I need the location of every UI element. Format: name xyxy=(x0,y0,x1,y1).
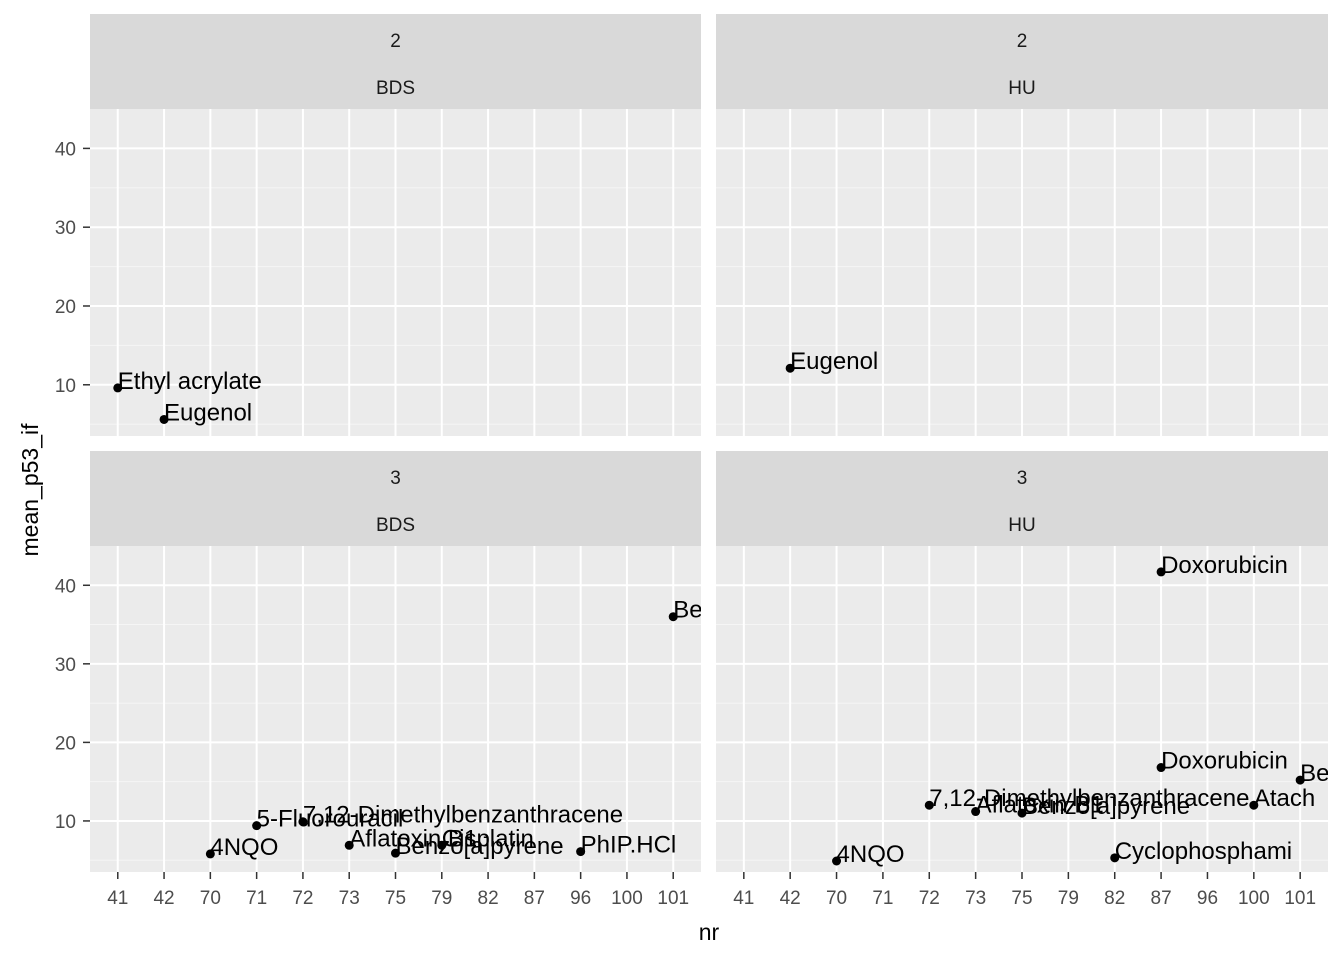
data-label: Aflatoxin B1 xyxy=(976,792,1104,819)
data-label: Eugenol xyxy=(164,399,252,426)
data-point xyxy=(159,414,169,424)
data-label: Doxorubicin xyxy=(1161,748,1288,775)
x-tick-label: 82 xyxy=(1104,888,1125,909)
strip-background xyxy=(716,14,1328,109)
data-point xyxy=(1156,567,1166,577)
x-tick-label: 82 xyxy=(478,888,499,909)
panel-marks-3-HU: 4NQO 7,12-DimethylbenzanthraceneAflatoxin… xyxy=(832,552,1329,868)
x-tick-label: 71 xyxy=(246,888,267,909)
data-point xyxy=(298,817,308,827)
data-label: Be xyxy=(1300,760,1329,787)
strip-label-col: BDS xyxy=(376,78,415,99)
strip-label-row: 2 xyxy=(390,31,401,52)
y-tick-label: 40 xyxy=(55,139,76,160)
panel-2-HU: 2 HU xyxy=(716,14,1328,436)
data-point xyxy=(668,612,678,622)
data-label: 5-Fluorouracil xyxy=(257,806,404,833)
data-label: PhIP.HCl xyxy=(581,832,677,859)
data-point xyxy=(1295,775,1305,785)
y-tick-label: 40 xyxy=(55,576,76,597)
strip-label-row: 2 xyxy=(1017,31,1028,52)
strip-background xyxy=(716,451,1328,546)
x-tick-label: 73 xyxy=(339,888,360,909)
strip-label-col: BDS xyxy=(376,515,415,536)
data-label: 7,12-Dimethylbenzanthracene xyxy=(303,802,623,829)
x-tick-label: 87 xyxy=(524,888,545,909)
data-point xyxy=(391,848,400,858)
strip-label-row: 3 xyxy=(1017,468,1028,489)
x-tick-label: 70 xyxy=(200,888,221,909)
data-point xyxy=(1249,800,1259,810)
data-label: 7,12-Dimethylbenzanthracene xyxy=(929,785,1249,812)
x-tick-label: 70 xyxy=(826,888,847,909)
x-tick-label: 100 xyxy=(611,888,643,909)
y-tick-label: 30 xyxy=(55,218,76,239)
x-tick-label: 75 xyxy=(385,888,406,909)
data-point xyxy=(971,807,981,817)
x-axis-title: nr xyxy=(699,919,720,945)
data-label: Doxorubicin xyxy=(1161,552,1288,579)
strip-background xyxy=(90,451,701,546)
x-tick-label: 96 xyxy=(1197,888,1218,909)
strip-label-row: 3 xyxy=(390,468,401,489)
data-label: Aflatoxin B1 xyxy=(349,825,477,852)
data-point xyxy=(252,821,262,831)
panel-marks-3-BDS: 4NQO5-Fluorouracil7,12-Dimethylbenzanthr… xyxy=(205,597,702,861)
data-point xyxy=(924,800,934,810)
x-tick-label: 72 xyxy=(292,888,313,909)
panel-marks-2-HU: Eugenol xyxy=(785,348,878,375)
y-tick-label: 20 xyxy=(55,733,76,754)
x-tick-label: 73 xyxy=(965,888,986,909)
x-tick-label: 101 xyxy=(657,888,689,909)
data-point xyxy=(437,840,447,850)
x-tick-label: 41 xyxy=(107,888,128,909)
strip-label-col: HU xyxy=(1008,515,1035,536)
data-point xyxy=(785,363,795,373)
panel-3-BDS: 3 BDS xyxy=(90,451,701,872)
y-tick-label: 10 xyxy=(55,812,76,833)
data-point xyxy=(1017,808,1027,818)
data-label: Ethyl acrylate xyxy=(118,368,262,395)
x-tick-label: 71 xyxy=(872,888,893,909)
y-tick-label: 10 xyxy=(55,376,76,397)
data-point xyxy=(1110,853,1120,863)
data-point xyxy=(1156,763,1166,773)
x-tick-label: 75 xyxy=(1011,888,1032,909)
data-label: Eugenol xyxy=(790,348,878,375)
x-tick-label: 100 xyxy=(1238,888,1270,909)
y-tick-label: 20 xyxy=(55,297,76,318)
strip-label-col: HU xyxy=(1008,78,1035,99)
data-point xyxy=(113,383,123,393)
data-point xyxy=(832,856,842,866)
x-tick-label: 79 xyxy=(1058,888,1079,909)
data-label: 4NQO xyxy=(210,834,278,861)
strip-background xyxy=(90,14,701,109)
x-tick-label: 101 xyxy=(1284,888,1316,909)
data-label: Cisplatin xyxy=(442,825,534,852)
data-point xyxy=(344,840,354,850)
y-axis-title: mean_p53_if xyxy=(17,423,43,557)
x-tick-label: 41 xyxy=(733,888,754,909)
y-tick-label: 30 xyxy=(55,655,76,676)
x-tick-label: 96 xyxy=(570,888,591,909)
data-label: Atach xyxy=(1254,785,1315,812)
panel-marks-2-BDS: Ethyl acrylate Eugenol xyxy=(113,368,262,426)
x-tick-label: 42 xyxy=(780,888,801,909)
data-label: Cyclophosphami xyxy=(1115,838,1292,865)
x-tick-label: 79 xyxy=(431,888,452,909)
x-tick-label: 42 xyxy=(153,888,174,909)
x-tick-label: 72 xyxy=(919,888,940,909)
data-point xyxy=(576,847,586,857)
data-label: Be xyxy=(673,597,702,624)
panel-2-BDS: 2 BDS xyxy=(90,14,701,436)
data-label: 4NQO xyxy=(837,841,905,868)
data-point xyxy=(205,849,215,859)
data-label: Benzo[a]pyrene xyxy=(396,833,564,860)
data-label: Benzo[a]pyrene xyxy=(1022,793,1190,820)
x-tick-label: 87 xyxy=(1151,888,1172,909)
panel-3-HU: 3 HU xyxy=(716,451,1328,872)
